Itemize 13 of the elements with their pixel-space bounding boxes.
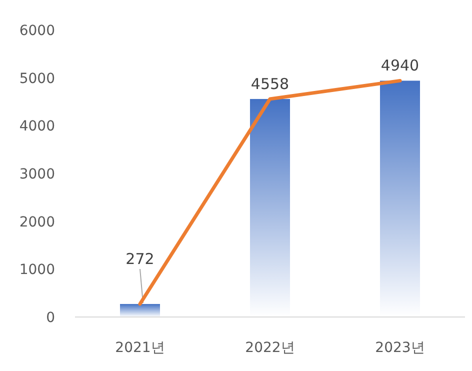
y-tick-label: 1000 (19, 262, 55, 278)
y-tick-label: 5000 (19, 70, 55, 87)
x-tick-label: 2021년 (115, 340, 165, 356)
x-tick-label: 2022년 (245, 340, 295, 356)
y-tick-label: 4000 (19, 118, 55, 135)
y-tick-label: 3000 (19, 166, 55, 182)
x-tick-label: 2023년 (375, 340, 425, 356)
data-label: 4558 (250, 74, 290, 93)
y-tick-label: 2000 (19, 214, 55, 230)
y-tick-label: 6000 (19, 23, 55, 39)
y-tick-label: 0 (46, 310, 55, 326)
data-label: 272 (126, 250, 154, 268)
data-label: 4940 (380, 56, 420, 75)
